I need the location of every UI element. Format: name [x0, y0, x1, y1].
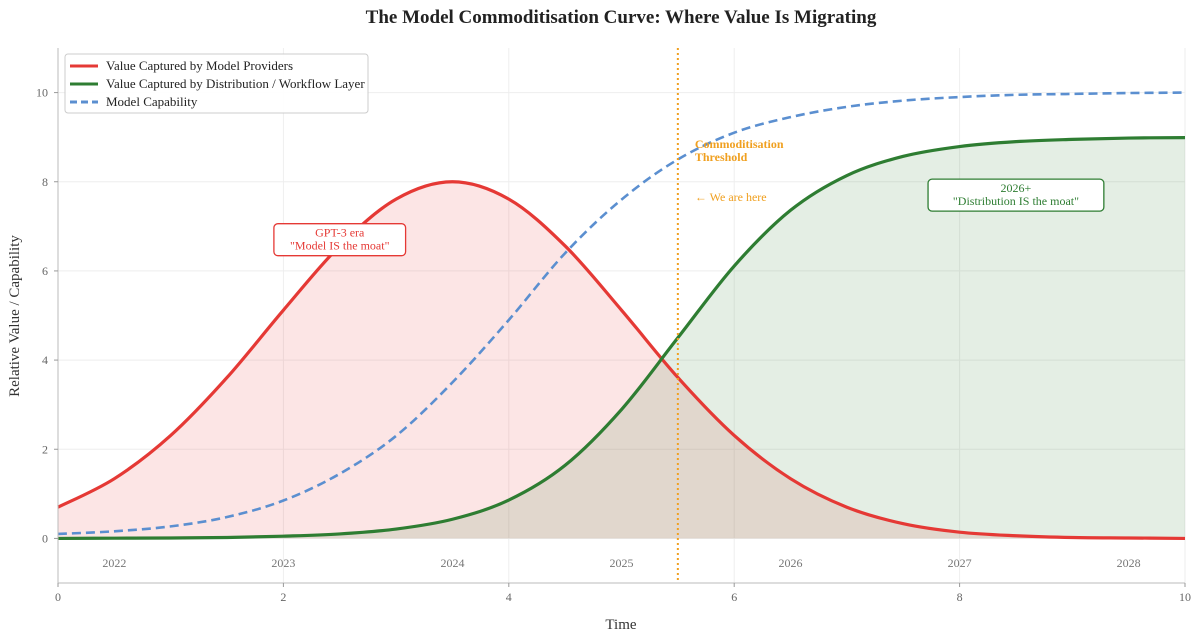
- area-fill-1: [58, 137, 1185, 539]
- chart-title: The Model Commoditisation Curve: Where V…: [366, 7, 877, 28]
- x-tick-label: 8: [957, 590, 963, 604]
- series-line-0: [57, 180, 1186, 541]
- series-line-2: [57, 91, 1186, 536]
- area-fills: [58, 137, 1185, 539]
- x-tick-label: 2: [280, 590, 286, 604]
- x-tick-label: 10: [1179, 590, 1191, 604]
- annotations: GPT-3 era"Model IS the moat" 2026+"Distri…: [273, 178, 1105, 257]
- annotation-text-0: GPT-3 era: [315, 226, 365, 240]
- legend-label-1: Value Captured by Distribution / Workflo…: [106, 76, 365, 91]
- series-line-1: [57, 136, 1186, 541]
- year-label: 2022: [102, 556, 126, 570]
- threshold-label: Commoditisation: [695, 137, 784, 151]
- year-label: 2027: [948, 556, 972, 570]
- y-tick-label: 4: [42, 353, 48, 367]
- threshold-note: ← We are here: [695, 190, 767, 204]
- annotation-box-1: [927, 178, 1105, 212]
- annotation-text-1: 2026+: [1001, 181, 1032, 195]
- y-tick-label: 8: [42, 175, 48, 189]
- y-axis-label: Relative Value / Capability: [7, 235, 23, 397]
- legend: Value Captured by Model Providers Value C…: [64, 53, 369, 114]
- year-label: 2023: [271, 556, 295, 570]
- year-label: 2026: [779, 556, 803, 570]
- annotation-text-1: "Distribution IS the moat": [953, 194, 1079, 208]
- annotation-text-0: "Model IS the moat": [290, 239, 390, 253]
- axes: 0 2 4 6 8 10 0 2 4 6 8 10 2022 2023 2024 2025 2026 2027 20…: [36, 48, 1191, 604]
- legend-label-0: Value Captured by Model Providers: [106, 58, 293, 73]
- y-tick-label: 10: [36, 86, 48, 100]
- year-label: 2025: [610, 556, 634, 570]
- year-label: 2028: [1117, 556, 1141, 570]
- y-tick-label: 0: [42, 531, 48, 545]
- annotation-box-0: [273, 223, 407, 257]
- year-label: 2024: [440, 556, 464, 570]
- area-fill-0: [58, 181, 1185, 539]
- x-tick-label: 6: [731, 590, 737, 604]
- y-tick-label: 2: [42, 442, 48, 456]
- x-axis-label: Time: [605, 617, 636, 633]
- y-tick-label: 6: [42, 264, 48, 278]
- x-tick-label: 0: [55, 590, 61, 604]
- legend-label-2: Model Capability: [106, 94, 198, 109]
- series-lines: [57, 91, 1186, 541]
- threshold-label: Threshold: [695, 150, 748, 164]
- legend-box: [64, 53, 369, 114]
- x-tick-label: 4: [506, 590, 512, 604]
